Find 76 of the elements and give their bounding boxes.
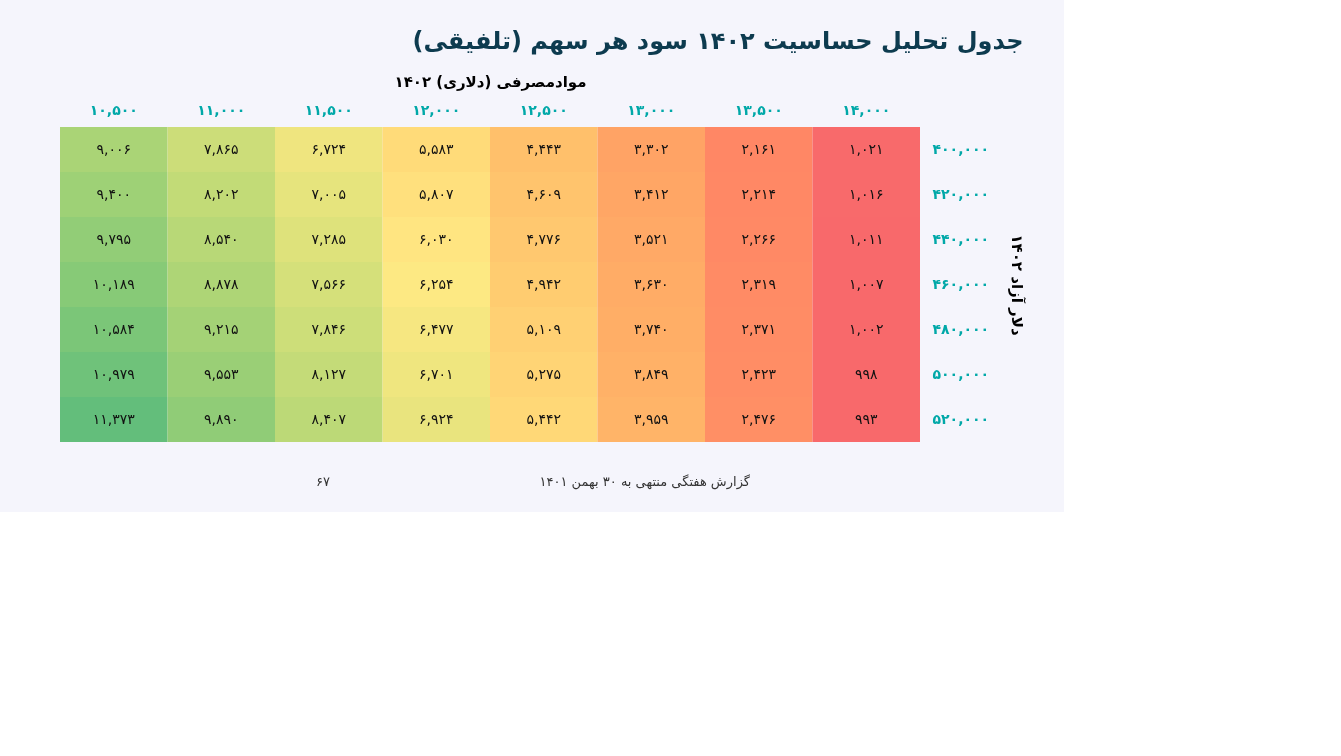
data-label: ۷,۸۶۵ (203, 140, 239, 157)
data-label: ۲,۴۷۶ (741, 410, 777, 427)
data-label: ۹,۰۰۶ (96, 140, 132, 157)
y-tick-label: ۴۲۰,۰۰۰ (932, 185, 990, 202)
y-tick-label: ۴۶۰,۰۰۰ (932, 275, 990, 292)
data-label: ۶,۲۵۴ (418, 275, 454, 292)
data-label: ۱,۰۰۲ (848, 320, 884, 337)
data-label: ۱,۰۰۷ (848, 275, 884, 292)
x-axis-title: موادمصرفی (دلاری) ۱۴۰۲ (394, 72, 587, 91)
data-label: ۸,۱۲۷ (311, 365, 347, 382)
y-tick-label: ۵۰۰,۰۰۰ (932, 365, 990, 382)
data-label: ۷,۵۶۶ (311, 275, 347, 292)
y-axis-title: دلار آزاد ۱۴۰۲ (1008, 234, 1027, 336)
data-label: ۴,۶۰۹ (526, 185, 562, 202)
data-label: ۲,۲۱۴ (741, 185, 777, 202)
data-label: ۳,۴۱۲ (633, 185, 669, 202)
data-label: ۲,۲۶۶ (741, 230, 777, 247)
data-label: ۵,۲۷۵ (526, 365, 562, 382)
data-label: ۷,۲۸۵ (311, 230, 347, 247)
x-tick-label: ۱۳,۰۰۰ (627, 101, 676, 118)
text: ۶۷ (316, 474, 331, 489)
text: گزارش هفتگی منتهی به ۳۰ بهمن ۱۴۰۱ (539, 474, 751, 490)
data-label: ۹,۴۰۰ (96, 185, 132, 202)
data-label: ۶,۷۲۴ (311, 140, 347, 157)
chart-title: جدول تحلیل حساسیت ۱۴۰۲ سود هر سهم (تلفیقی) (412, 27, 1024, 55)
x-tick-label: ۱۱,۰۰۰ (197, 101, 246, 118)
data-label: ۵,۸۰۷ (418, 185, 454, 202)
data-label: ۳,۶۳۰ (633, 275, 669, 292)
data-label: ۳,۳۰۲ (633, 140, 669, 157)
x-tick-label: ۱۴,۰۰۰ (842, 101, 891, 118)
data-label: ۶,۰۳۰ (418, 230, 454, 247)
y-tick-label: ۴۰۰,۰۰۰ (932, 140, 990, 157)
data-label: ۲,۳۷۱ (741, 320, 777, 337)
data-label: ۱۰,۹۷۹ (92, 365, 135, 382)
x-tick-label: ۱۱,۵۰۰ (304, 101, 353, 118)
data-label: ۵,۱۰۹ (526, 320, 562, 337)
data-label: ۱۱,۳۷۳ (92, 410, 136, 427)
data-label: ۲,۳۱۹ (741, 275, 777, 292)
data-label: ۲,۴۲۳ (741, 365, 777, 382)
data-label: ۷,۰۰۵ (311, 185, 347, 202)
data-label: ۳,۷۴۰ (633, 320, 669, 337)
data-label: ۱,۰۱۶ (848, 185, 884, 202)
data-label: ۱,۰۲۱ (848, 140, 884, 157)
data-label: ۹,۵۵۳ (203, 365, 239, 382)
y-tick-label: ۵۲۰,۰۰۰ (932, 410, 990, 427)
data-label: ۶,۷۰۱ (418, 365, 454, 382)
data-label: ۴,۴۴۳ (526, 140, 562, 157)
data-label: ۴,۷۷۶ (526, 230, 562, 247)
data-label: ۹۹۸ (854, 365, 879, 382)
data-label: ۱,۰۱۱ (848, 230, 884, 247)
data-label: ۱۰,۱۸۹ (92, 275, 135, 292)
data-label: ۶,۹۲۴ (418, 410, 454, 427)
data-label: ۹,۲۱۵ (203, 320, 239, 337)
data-label: ۸,۴۰۷ (311, 410, 347, 427)
data-label: ۹۹۳ (854, 410, 879, 427)
data-label: ۳,۵۲۱ (633, 230, 669, 247)
data-label: ۵,۴۴۲ (526, 410, 562, 427)
data-label: ۸,۵۴۰ (203, 230, 239, 247)
data-label: ۳,۸۴۹ (633, 365, 669, 382)
y-tick-label: ۴۸۰,۰۰۰ (932, 320, 990, 337)
data-label: ۸,۲۰۲ (203, 185, 239, 202)
data-label: ۲,۱۶۱ (741, 140, 777, 157)
data-label: ۸,۸۷۸ (203, 275, 239, 292)
y-tick-label: ۴۴۰,۰۰۰ (932, 230, 990, 247)
data-label: ۶,۴۷۷ (418, 320, 454, 337)
x-tick-label: ۱۲,۰۰۰ (412, 101, 461, 118)
data-label: ۷,۸۴۶ (311, 320, 347, 337)
x-tick-label: ۱۳,۵۰۰ (734, 101, 783, 118)
data-label: ۹,۸۹۰ (203, 410, 239, 427)
data-label: ۵,۵۸۳ (418, 140, 454, 157)
data-label: ۴,۹۴۲ (526, 275, 562, 292)
data-label: ۹,۷۹۵ (96, 230, 132, 247)
x-tick-label: ۱۲,۵۰۰ (519, 101, 568, 118)
data-label: ۱۰,۵۸۴ (92, 320, 135, 337)
x-tick-label: ۱۰,۵۰۰ (89, 101, 138, 118)
data-label: ۳,۹۵۹ (633, 410, 669, 427)
